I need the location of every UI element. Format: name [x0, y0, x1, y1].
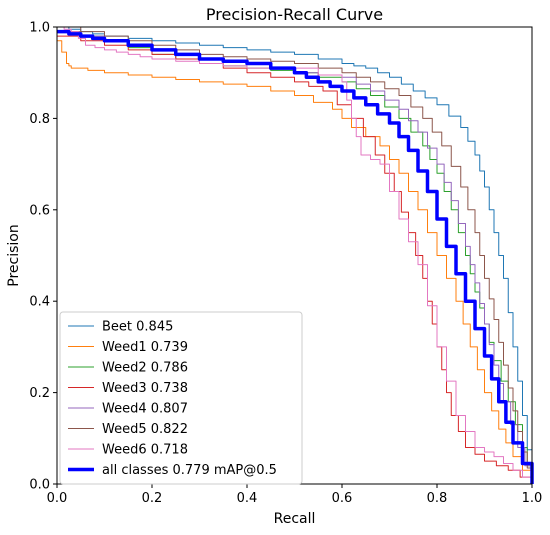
legend-label: all classes 0.779 mAP@0.5	[102, 463, 277, 478]
y-tick-label: 0.4	[29, 295, 50, 310]
legend-label: Weed5 0.822	[102, 422, 188, 437]
x-tick-label: 1.0	[522, 491, 543, 506]
y-axis-label: Precision	[6, 224, 22, 286]
series-line-7	[57, 29, 534, 484]
legend-label: Weed4 0.807	[102, 402, 188, 417]
legend-label: Weed6 0.718	[102, 443, 188, 458]
x-tick-label: 0.6	[332, 491, 353, 506]
legend: Beet 0.845 Weed1 0.739 Weed2 0.786 Weed3 0.…	[59, 311, 303, 485]
x-tick-label: 0.8	[427, 491, 448, 506]
y-tick-label: 1.0	[29, 21, 50, 36]
legend-label: Weed3 0.738	[102, 381, 188, 396]
y-tick-label: 0.0	[29, 478, 50, 493]
x-axis-label: Recall	[274, 511, 316, 527]
series-line-6	[57, 26, 533, 484]
series-line-0	[57, 26, 533, 484]
y-tick-label: 0.8	[29, 112, 50, 127]
legend-label: Weed2 0.786	[102, 361, 188, 376]
legend-label: Weed1 0.739	[102, 340, 188, 355]
x-tick-label: 0.2	[142, 491, 163, 506]
series-layer	[57, 26, 534, 484]
x-tick-label: 0.0	[47, 491, 68, 506]
chart-title: Precision-Recall Curve	[206, 5, 383, 24]
ticks-layer: 0.0 0.2 0.4 0.6 0.8 1.0 0.0 0.2 0.4 0.6 0.8 1.0	[29, 21, 542, 507]
x-tick-label: 0.4	[237, 491, 258, 506]
y-tick-label: 0.6	[29, 203, 50, 218]
y-tick-label: 0.2	[29, 386, 50, 401]
legend-label: Beet 0.845	[102, 320, 173, 335]
legend-box	[59, 311, 303, 485]
